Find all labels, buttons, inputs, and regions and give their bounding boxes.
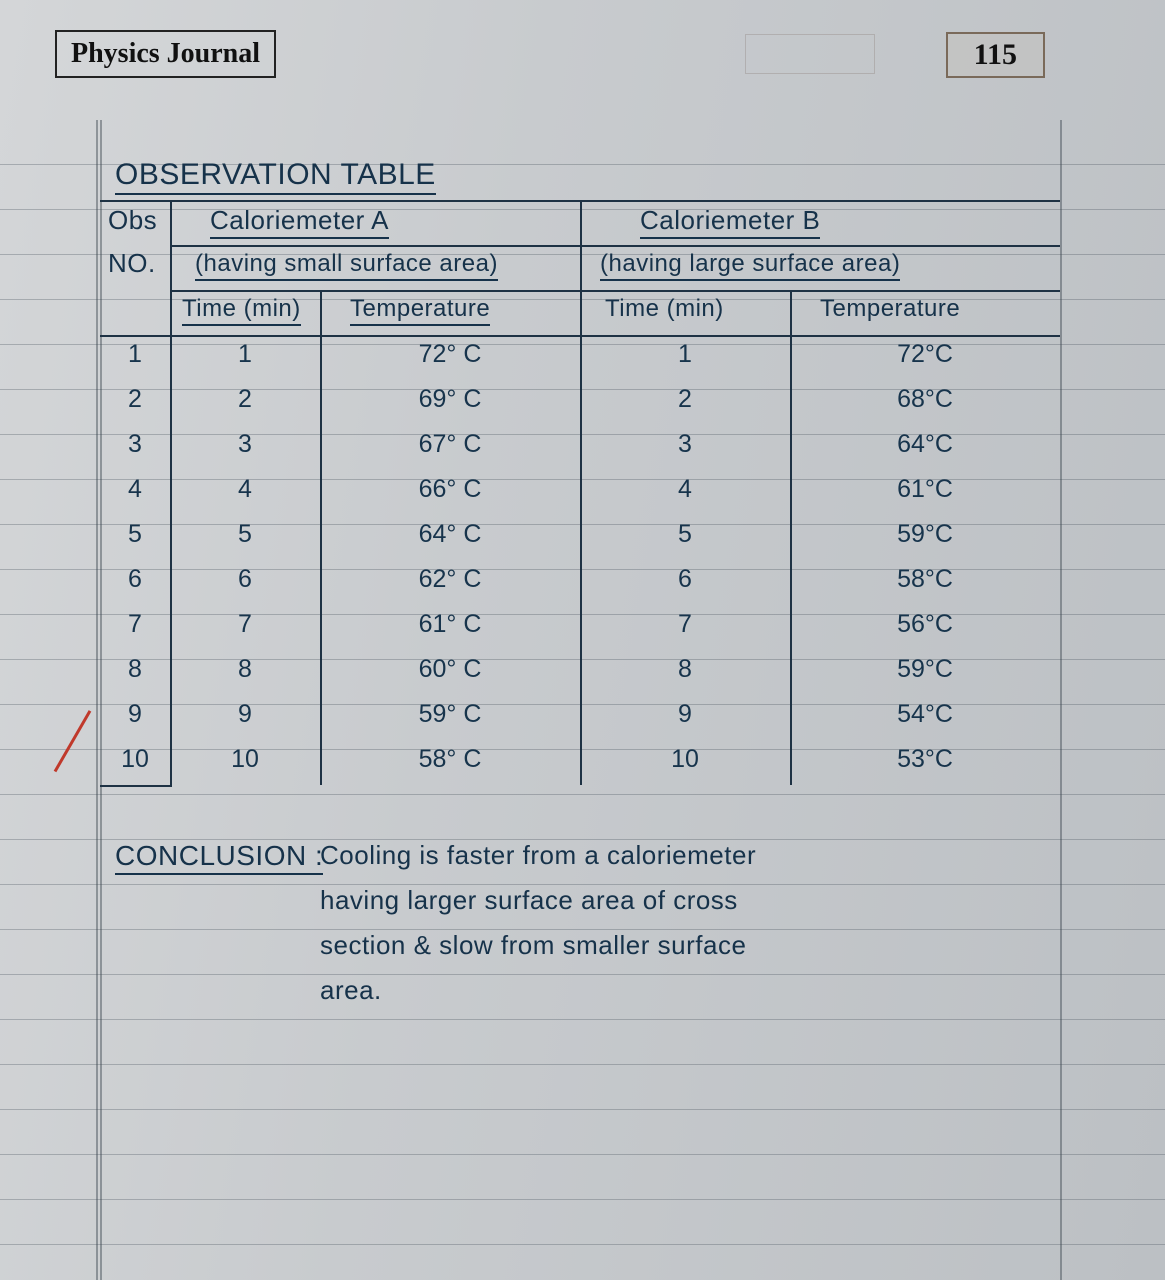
calorimeter-b-temp-label: Temperature <box>820 295 960 323</box>
a-time-cell: 5 <box>238 520 252 549</box>
b-temp-cell: 61°C <box>897 475 953 504</box>
obs-no-cell: 5 <box>128 520 142 549</box>
a-time-cell: 2 <box>238 385 252 414</box>
b-time-cell: 2 <box>678 385 692 414</box>
a-time-cell: 7 <box>238 610 252 639</box>
a-temp-cell: 69° C <box>419 385 482 414</box>
b-temp-cell: 56°C <box>897 610 953 639</box>
b-temp-cell: 53°C <box>897 745 953 774</box>
right-rule-line <box>1060 120 1062 1280</box>
conclusion-label: CONCLUSION : <box>115 840 323 875</box>
obs-no-cell: 7 <box>128 610 142 639</box>
table-col-line <box>790 290 792 785</box>
a-temp-cell: 64° C <box>419 520 482 549</box>
b-temp-cell: 68°C <box>897 385 953 414</box>
b-time-cell: 9 <box>678 700 692 729</box>
b-temp-cell: 59°C <box>897 520 953 549</box>
b-time-cell: 5 <box>678 520 692 549</box>
obs-no-cell: 9 <box>128 700 142 729</box>
b-time-cell: 1 <box>678 340 692 369</box>
conclusion-line3: section & slow from smaller surface <box>320 930 746 961</box>
calorimeter-a-sub: (having small surface area) <box>195 250 498 281</box>
b-time-cell: 10 <box>671 745 699 774</box>
calorimeter-a-temp-label: Temperature <box>350 295 490 326</box>
a-time-cell: 9 <box>238 700 252 729</box>
page-header: Physics Journal 115 <box>0 30 1165 90</box>
b-temp-cell: 59°C <box>897 655 953 684</box>
b-time-cell: 6 <box>678 565 692 594</box>
conclusion-line1: Cooling is faster from a caloriemeter <box>320 840 756 871</box>
obs-no-cell: 3 <box>128 430 142 459</box>
a-temp-cell: 67° C <box>419 430 482 459</box>
obs-no-cell: 4 <box>128 475 142 504</box>
table-col-line <box>580 200 582 785</box>
journal-title: Physics Journal <box>71 38 260 69</box>
table-col-line <box>170 200 172 785</box>
page-number-box: 115 <box>946 32 1045 78</box>
obs-no-cell: 6 <box>128 565 142 594</box>
b-time-cell: 3 <box>678 430 692 459</box>
obs-label-bottom: NO. <box>108 248 156 279</box>
a-temp-cell: 60° C <box>419 655 482 684</box>
a-time-cell: 8 <box>238 655 252 684</box>
table-title: OBSERVATION TABLE <box>115 158 436 195</box>
a-temp-cell: 62° C <box>419 565 482 594</box>
obs-no-cell: 2 <box>128 385 142 414</box>
b-time-cell: 7 <box>678 610 692 639</box>
b-temp-cell: 72°C <box>897 340 953 369</box>
a-time-cell: 1 <box>238 340 252 369</box>
a-temp-cell: 66° C <box>419 475 482 504</box>
a-temp-cell: 72° C <box>419 340 482 369</box>
conclusion-line4: area. <box>320 975 382 1006</box>
b-time-cell: 4 <box>678 475 692 504</box>
table-line <box>170 290 1060 292</box>
page-number: 115 <box>974 38 1017 71</box>
b-temp-cell: 58°C <box>897 565 953 594</box>
a-time-cell: 3 <box>238 430 252 459</box>
faint-date-box <box>745 34 875 74</box>
conclusion-line2: having larger surface area of cross <box>320 885 738 916</box>
a-time-cell: 10 <box>231 745 259 774</box>
calorimeter-b-time-label: Time (min) <box>605 295 724 323</box>
table-col-line <box>320 290 322 785</box>
calorimeter-b-heading: Caloriemeter B <box>640 205 820 239</box>
table-line <box>170 245 1060 247</box>
table-line <box>100 785 172 787</box>
journal-title-box: Physics Journal <box>55 30 276 78</box>
a-time-cell: 4 <box>238 475 252 504</box>
obs-label-top: Obs <box>108 205 157 236</box>
obs-no-cell: 8 <box>128 655 142 684</box>
a-temp-cell: 58° C <box>419 745 482 774</box>
calorimeter-b-sub: (having large surface area) <box>600 250 900 281</box>
b-time-cell: 8 <box>678 655 692 684</box>
calorimeter-a-heading: Caloriemeter A <box>210 205 389 239</box>
obs-no-cell: 1 <box>128 340 142 369</box>
b-temp-cell: 54°C <box>897 700 953 729</box>
a-time-cell: 6 <box>238 565 252 594</box>
b-temp-cell: 64°C <box>897 430 953 459</box>
margin-line <box>96 120 102 1280</box>
a-temp-cell: 61° C <box>419 610 482 639</box>
a-temp-cell: 59° C <box>419 700 482 729</box>
calorimeter-a-time-label: Time (min) <box>182 295 301 326</box>
obs-no-cell: 10 <box>121 745 149 774</box>
ruled-paper <box>0 120 1165 1280</box>
